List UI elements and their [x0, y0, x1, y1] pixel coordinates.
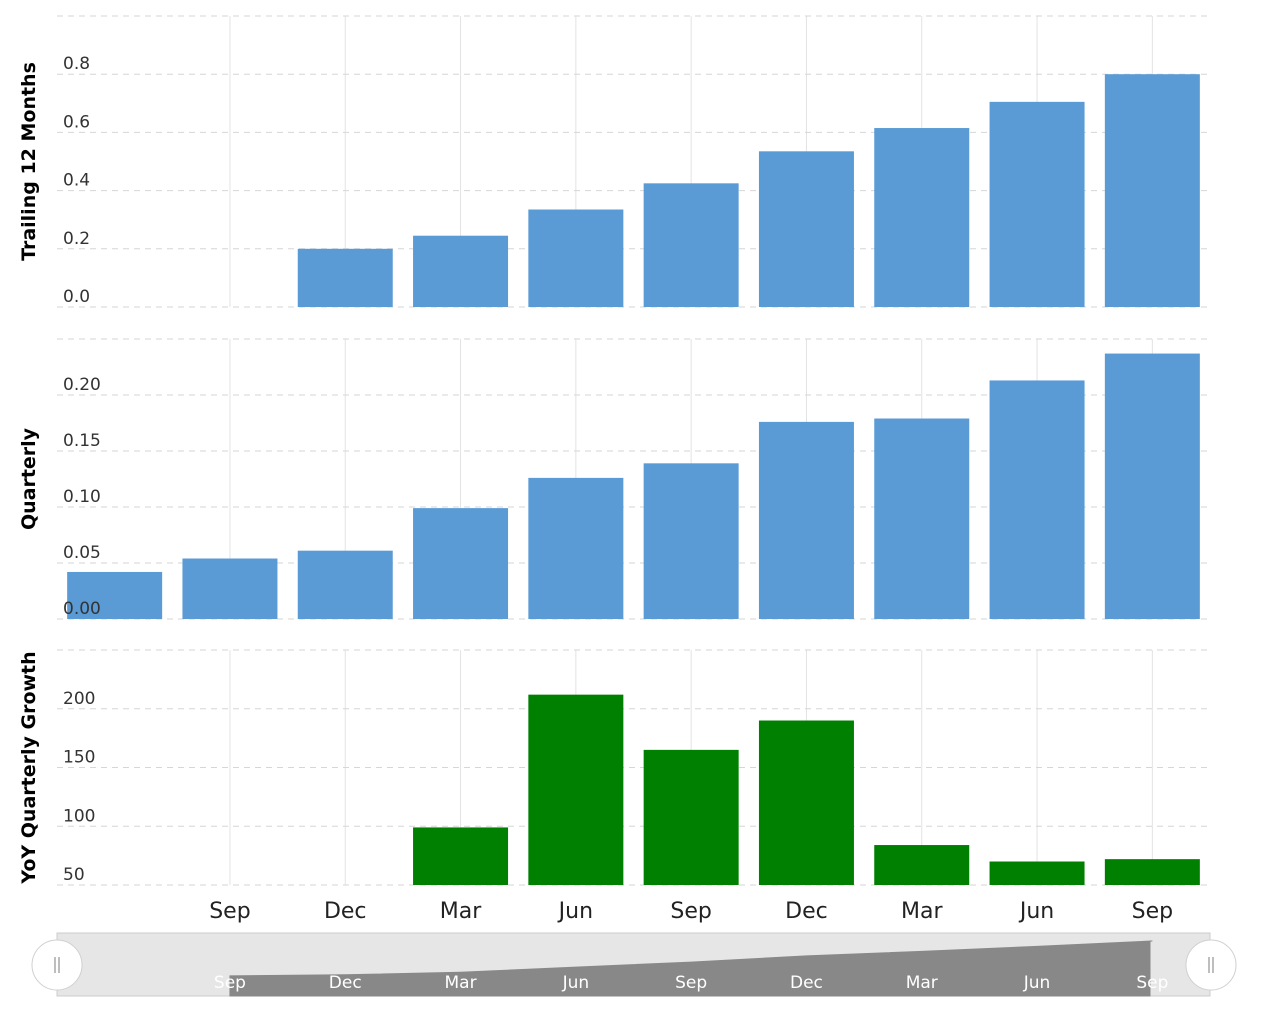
- x-tick-label: Jun: [557, 899, 593, 924]
- x-tick-label: Sep: [209, 899, 250, 924]
- x-tick-label: Mar: [440, 899, 482, 924]
- navigator-tick-label: Dec: [329, 973, 362, 993]
- y-tick-label: 200: [63, 689, 95, 709]
- navigator-tick-label: Mar: [906, 973, 938, 993]
- navigator-tick-label: Jun: [562, 973, 590, 993]
- bar[interactable]: [643, 183, 739, 307]
- y-tick-label: 0.0: [63, 287, 90, 307]
- bar[interactable]: [758, 421, 854, 619]
- y-tick-label: 0.10: [63, 487, 101, 507]
- x-tick-label: Sep: [1132, 899, 1173, 924]
- navigator-tick-label: Sep: [1136, 973, 1168, 993]
- bar[interactable]: [874, 845, 970, 885]
- y-axis-label: YoY Quarterly Growth: [18, 651, 40, 884]
- bar[interactable]: [297, 248, 393, 307]
- navigator-series-area: [229, 940, 1153, 997]
- y-tick-label: 0.20: [63, 375, 101, 395]
- handle-circle[interactable]: [31, 939, 83, 991]
- chart-panel: 0.00 0.05 0.10 0.15 0.20 Quarterly: [18, 338, 1210, 620]
- bar[interactable]: [643, 749, 739, 885]
- bar[interactable]: [413, 508, 509, 619]
- x-tick-label: Sep: [670, 899, 711, 924]
- bar[interactable]: [643, 463, 739, 619]
- bar[interactable]: [874, 418, 970, 619]
- handle-circle[interactable]: [1185, 939, 1237, 991]
- y-axis-label: Trailing 12 Months: [18, 62, 40, 261]
- grip-icon: [1208, 957, 1214, 973]
- bar[interactable]: [413, 235, 509, 307]
- bar[interactable]: [989, 380, 1085, 619]
- y-tick-label: 0.6: [63, 112, 90, 132]
- y-axis-label: Quarterly: [18, 427, 40, 530]
- navigator-right-handle[interactable]: [1185, 939, 1237, 991]
- bar[interactable]: [989, 861, 1085, 886]
- y-tick-label: 0.8: [63, 54, 90, 74]
- bar[interactable]: [413, 827, 509, 885]
- bar[interactable]: [874, 128, 970, 307]
- bar[interactable]: [1104, 353, 1200, 619]
- y-tick-label: 0.15: [63, 431, 101, 451]
- y-tick-label: 50: [63, 865, 85, 885]
- y-tick-label: 150: [63, 748, 95, 768]
- y-tick-label: 0.2: [63, 229, 90, 249]
- navigator-tick-label: Sep: [214, 973, 246, 993]
- y-tick-label: 0.4: [63, 171, 90, 191]
- bar[interactable]: [758, 151, 854, 307]
- navigator-tick-label: Sep: [675, 973, 707, 993]
- bar[interactable]: [989, 101, 1085, 307]
- bar[interactable]: [528, 209, 624, 307]
- y-tick-label: 100: [63, 806, 95, 826]
- navigator-left-handle[interactable]: [31, 939, 83, 991]
- navigator-tick-label: Jun: [1023, 973, 1051, 993]
- bar[interactable]: [67, 571, 163, 619]
- bar[interactable]: [758, 720, 854, 886]
- x-tick-label: Dec: [785, 899, 828, 924]
- chart-panel: 0.0 0.2 0.4 0.6 0.8 Trailing 12 Months: [18, 15, 1210, 308]
- x-tick-label: Dec: [324, 899, 367, 924]
- grip-icon: [54, 957, 60, 973]
- bar[interactable]: [1104, 74, 1200, 307]
- x-tick-label: Jun: [1018, 899, 1054, 924]
- navigator-tick-label: Mar: [445, 973, 477, 993]
- bar[interactable]: [1104, 859, 1200, 885]
- navigator-tick-label: Dec: [790, 973, 823, 993]
- chart-panel: 50 100 150 200 YoY Quarterly Growth: [18, 649, 1210, 886]
- y-tick-label: 0.05: [63, 543, 101, 563]
- x-axis: Sep Dec Mar Jun Sep Dec Mar Jun Sep: [209, 899, 1173, 924]
- bar[interactable]: [297, 550, 393, 619]
- x-tick-label: Mar: [901, 899, 943, 924]
- bar[interactable]: [182, 558, 278, 619]
- bar[interactable]: [528, 477, 624, 619]
- navigator[interactable]: Sep Dec Mar Jun Sep Dec Mar Jun Sep: [31, 932, 1237, 997]
- bar[interactable]: [528, 694, 624, 885]
- y-tick-label: 0.00: [63, 599, 101, 619]
